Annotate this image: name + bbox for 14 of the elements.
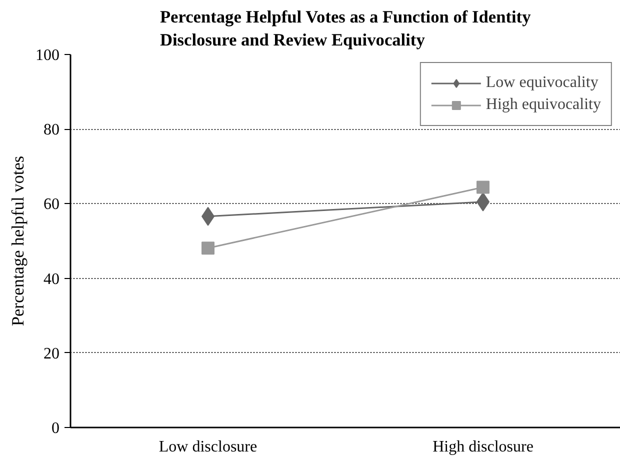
y-tick-label: 80 [44,122,60,139]
y-tick-label: 20 [44,345,60,362]
point [202,242,214,255]
legend-label: High equivocality [486,96,601,114]
y-tick-label: 60 [44,196,60,214]
x-tick-label: Low disclosure [158,438,258,456]
point [476,180,490,194]
y-tick-label: 40 [44,270,60,288]
chart-title: Percentage Helpful Votes as a Function of Identity Disclosure and Review Equivocality [160,8,532,50]
x-tick-label: High disclosure [432,438,534,456]
legend-label: Low equivocality [486,74,598,92]
y-axis-title: Percentage helpful votes [8,156,28,326]
y-tick-label: 100 [36,47,60,64]
y-tick-label: 0 [52,420,60,437]
